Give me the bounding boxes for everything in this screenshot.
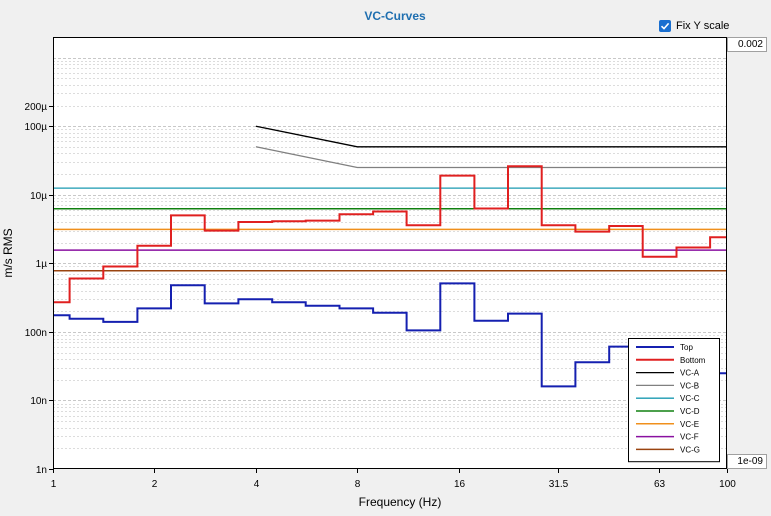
legend-label-vc-g: VC-G [680, 445, 700, 454]
x-tick-label: 2 [152, 479, 158, 490]
series-bottom-line [53, 165, 727, 304]
y-tick-label: 1n [36, 465, 47, 476]
legend-label-vc-c: VC-C [680, 394, 700, 403]
legend-label-top: Top [680, 343, 693, 352]
series-top-line [53, 282, 727, 388]
x-tick-label: 1 [51, 479, 57, 490]
series-layer [53, 125, 727, 388]
legend-label-vc-e: VC-E [680, 420, 699, 429]
y-tick-label: 100µ [25, 122, 48, 133]
checkbox-checked-icon[interactable] [659, 19, 671, 32]
x-tick-label: 8 [355, 479, 361, 490]
major-grid [53, 58, 727, 401]
chart-title: VC-Curves [364, 9, 426, 23]
series-vc-b-line [255, 146, 727, 169]
fix-y-scale-toggle[interactable]: Fix Y scale [659, 18, 729, 33]
y-tick-label: 10n [30, 396, 47, 407]
legend-label-vc-f: VC-F [680, 433, 699, 442]
y-tick-label: 200µ [25, 102, 48, 113]
plot-frame [53, 37, 727, 469]
y-min-input[interactable]: 1e-09 [727, 454, 767, 469]
series-vc-a-line [255, 125, 727, 148]
x-tick-label: 31.5 [549, 479, 569, 490]
x-tick-label: 63 [654, 479, 666, 490]
legend-label-bottom: Bottom [680, 356, 706, 365]
legend-label-vc-a: VC-A [680, 369, 700, 378]
y-max-input[interactable]: 0.002 [727, 37, 767, 52]
legend-label-vc-d: VC-D [680, 407, 700, 416]
x-tick-label: 16 [454, 479, 466, 490]
x-tick-label: 4 [254, 479, 260, 490]
x-tick-label: 100 [719, 479, 736, 490]
plot-area [53, 37, 727, 469]
x-axis-label: Frequency (Hz) [359, 495, 442, 509]
y-tick-label: 1µ [36, 259, 48, 270]
y-tick-label: 10µ [30, 191, 47, 202]
y-tick-label: 100n [25, 328, 47, 339]
y-axis: 1n 10n 100n 1µ 10µ 100µ 200µ [25, 102, 53, 476]
fix-y-scale-label: Fix Y scale [676, 19, 730, 32]
y-axis-label: m/s RMS [1, 228, 15, 277]
legend-box [628, 338, 720, 463]
legend-label-vc-b: VC-B [680, 381, 699, 390]
legend: Top Bottom VC-A VC-B VC-C VC-D VC-E VC-F VC-G [628, 338, 720, 463]
x-axis: 1 2 4 8 16 31.5 63 100 [51, 469, 736, 490]
